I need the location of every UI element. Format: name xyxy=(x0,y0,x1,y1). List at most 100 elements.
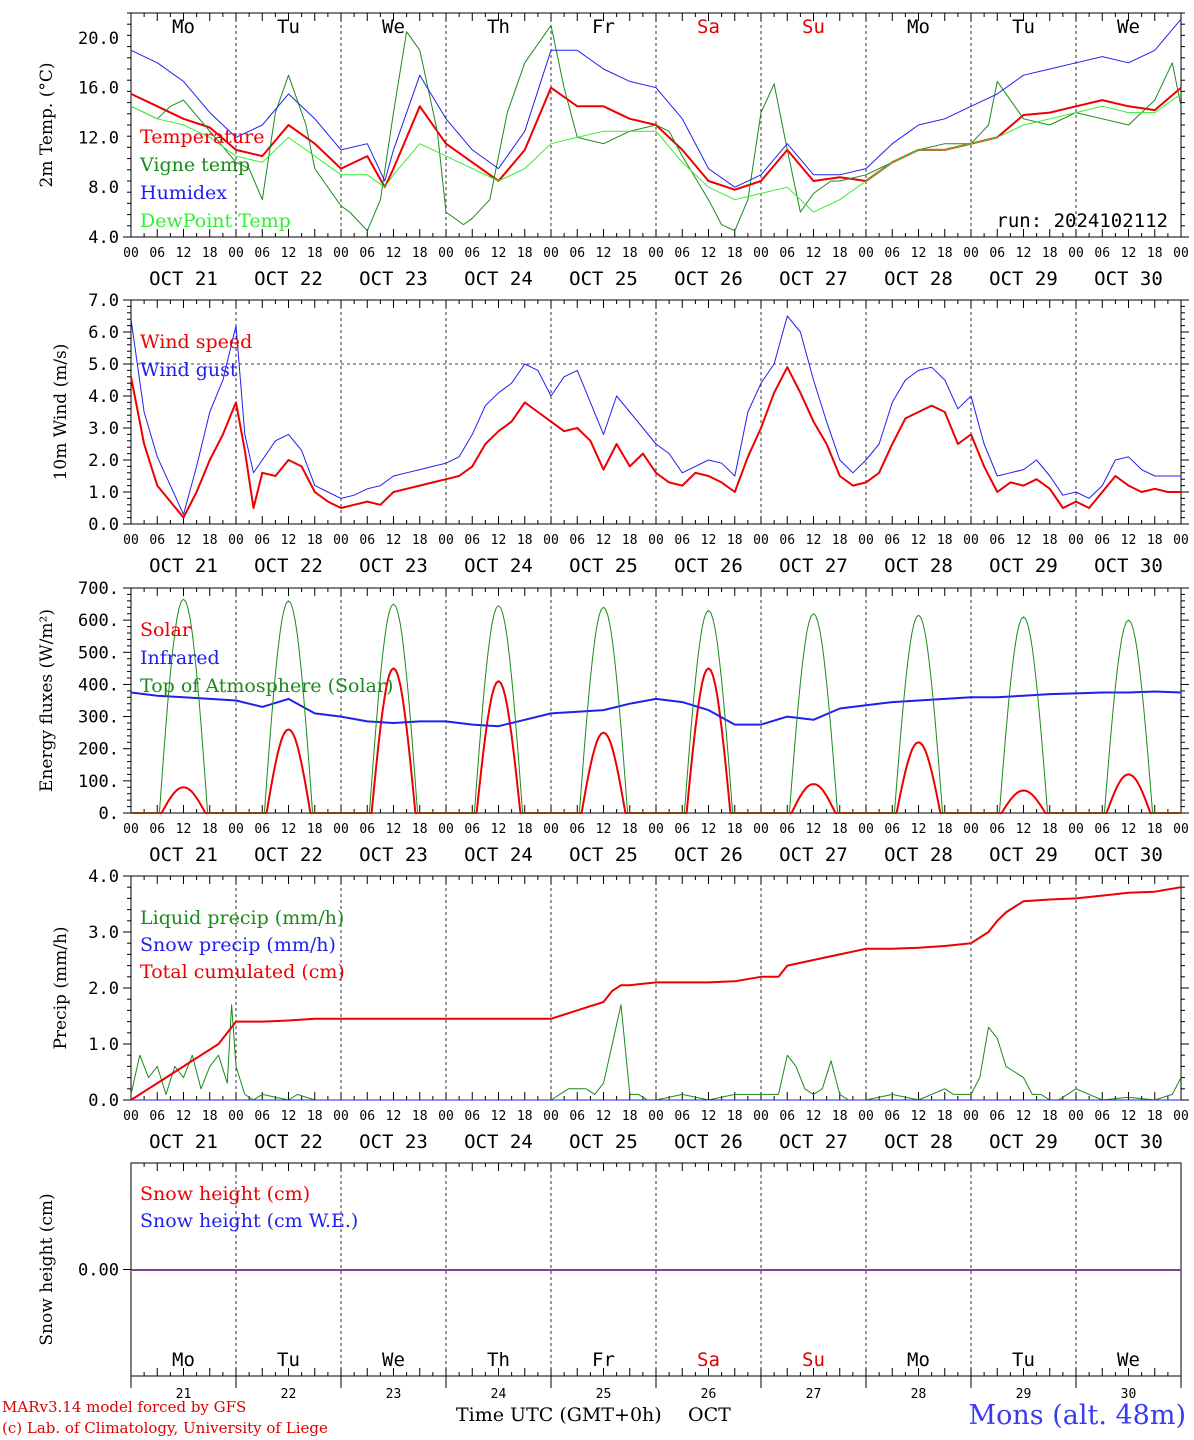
weekday-label: We xyxy=(1117,1349,1140,1371)
weekday-label: We xyxy=(1117,16,1140,38)
weekday-label: Tu xyxy=(1012,1349,1035,1371)
hour-label: 12 xyxy=(281,1109,297,1124)
weekday-label: Sa xyxy=(697,1349,720,1371)
hour-label: 18 xyxy=(412,822,428,837)
y-tick-label: 400. xyxy=(78,675,119,695)
date-number-label: 21 xyxy=(176,1387,192,1402)
hour-label: 18 xyxy=(307,533,323,548)
hour-label: 06 xyxy=(464,822,480,837)
hour-label: 06 xyxy=(779,533,795,548)
y-tick-label: 3.0 xyxy=(88,923,119,943)
hour-label: 12 xyxy=(386,1109,402,1124)
date-number-label: 22 xyxy=(281,1387,297,1402)
hour-label: 12 xyxy=(911,822,927,837)
hour-label: 12 xyxy=(176,246,192,261)
legend-entry: Infrared xyxy=(140,647,220,669)
series-line-wind-speed xyxy=(130,366,1181,519)
hour-label: 06 xyxy=(569,1109,585,1124)
date-label: OCT 23 xyxy=(359,268,428,290)
hour-label: 00 xyxy=(753,533,769,548)
hour-label: 18 xyxy=(517,246,533,261)
hour-label: 00 xyxy=(963,533,979,548)
hour-label: 06 xyxy=(149,533,165,548)
y-tick-label: 3.0 xyxy=(88,419,119,439)
hour-label: 00 xyxy=(438,1109,454,1124)
date-label: OCT 27 xyxy=(779,1131,848,1153)
weekday-label: Su xyxy=(802,1349,825,1371)
y-tick-label: 500. xyxy=(78,643,119,663)
hour-label: 00 xyxy=(648,533,664,548)
hour-label: 12 xyxy=(911,1109,927,1124)
hour-label: 06 xyxy=(359,822,375,837)
hour-label: 00 xyxy=(753,1109,769,1124)
hour-label: 12 xyxy=(1121,822,1137,837)
weekday-label: Sa xyxy=(697,16,720,38)
y-tick-label: 0.00 xyxy=(78,1261,119,1281)
hour-label: 12 xyxy=(596,822,612,837)
hour-label: 18 xyxy=(937,1109,953,1124)
date-label: OCT 21 xyxy=(149,268,218,290)
legend-entry: Wind speed xyxy=(140,331,252,353)
legend-entry: Liquid precip (mm/h) xyxy=(140,907,344,929)
date-label: OCT 30 xyxy=(1094,1131,1163,1153)
y-tick-label: 200. xyxy=(78,740,119,760)
y-tick-label: 12.0 xyxy=(78,128,119,148)
model-note: MARv3.14 model forced by GFS xyxy=(2,1398,247,1416)
legend-entry: Wind gust xyxy=(140,359,238,381)
series-line-humidex xyxy=(130,18,1182,188)
hour-label: 18 xyxy=(307,1109,323,1124)
series-line-liquid-precip-mm-h- xyxy=(130,1004,1182,1101)
panel-frame xyxy=(130,587,1182,814)
hour-label: 06 xyxy=(1094,246,1110,261)
hour-label: 00 xyxy=(648,246,664,261)
legend-entry: Solar xyxy=(140,619,192,641)
hour-label: 00 xyxy=(1173,822,1189,837)
hour-label: 18 xyxy=(202,533,218,548)
hour-label: 00 xyxy=(858,1109,874,1124)
hour-label: 00 xyxy=(858,246,874,261)
weekday-label: We xyxy=(382,16,405,38)
date-label: OCT 27 xyxy=(779,268,848,290)
hour-label: 00 xyxy=(333,822,349,837)
weekday-label: Tu xyxy=(277,1349,300,1371)
date-label: OCT 22 xyxy=(254,555,323,577)
date-label: OCT 22 xyxy=(254,268,323,290)
hour-label: 12 xyxy=(386,533,402,548)
hour-label: 18 xyxy=(832,533,848,548)
date-label: OCT 29 xyxy=(989,555,1058,577)
y-tick-label: 1.0 xyxy=(88,483,119,503)
date-label: OCT 23 xyxy=(359,844,428,866)
hour-label: 18 xyxy=(1147,533,1163,548)
hour-label: 00 xyxy=(438,533,454,548)
hour-label: 06 xyxy=(569,822,585,837)
hour-label: 18 xyxy=(727,1109,743,1124)
hour-label: 00 xyxy=(543,533,559,548)
hour-label: 18 xyxy=(1042,1109,1058,1124)
weekday-label: Mo xyxy=(907,1349,930,1371)
hour-label: 06 xyxy=(989,822,1005,837)
lab-credit: (c) Lab. of Climatology, University of L… xyxy=(2,1419,328,1437)
hour-label: 18 xyxy=(517,1109,533,1124)
hour-label: 12 xyxy=(806,1109,822,1124)
hour-label: 12 xyxy=(701,246,717,261)
hour-label: 00 xyxy=(333,1109,349,1124)
date-number-label: 28 xyxy=(911,1387,927,1402)
hour-label: 18 xyxy=(937,822,953,837)
hour-label: 06 xyxy=(1094,822,1110,837)
weekday-label: Th xyxy=(487,16,510,38)
y-axis-label: Precip (mm/h) xyxy=(51,926,71,1049)
date-label: OCT 30 xyxy=(1094,844,1163,866)
hour-label: 06 xyxy=(674,822,690,837)
y-tick-label: 4.0 xyxy=(88,387,119,407)
hour-label: 06 xyxy=(464,246,480,261)
hour-label: 06 xyxy=(464,533,480,548)
hour-label: 06 xyxy=(989,246,1005,261)
date-number-label: 25 xyxy=(596,1387,612,1402)
series-line-vigne-temp xyxy=(130,24,1182,232)
hour-label: 00 xyxy=(228,822,244,837)
weekday-label: Tu xyxy=(1012,16,1035,38)
panel-frame xyxy=(130,299,1182,525)
hour-label: 18 xyxy=(622,246,638,261)
y-tick-label: 100. xyxy=(78,772,119,792)
hour-label: 18 xyxy=(412,246,428,261)
